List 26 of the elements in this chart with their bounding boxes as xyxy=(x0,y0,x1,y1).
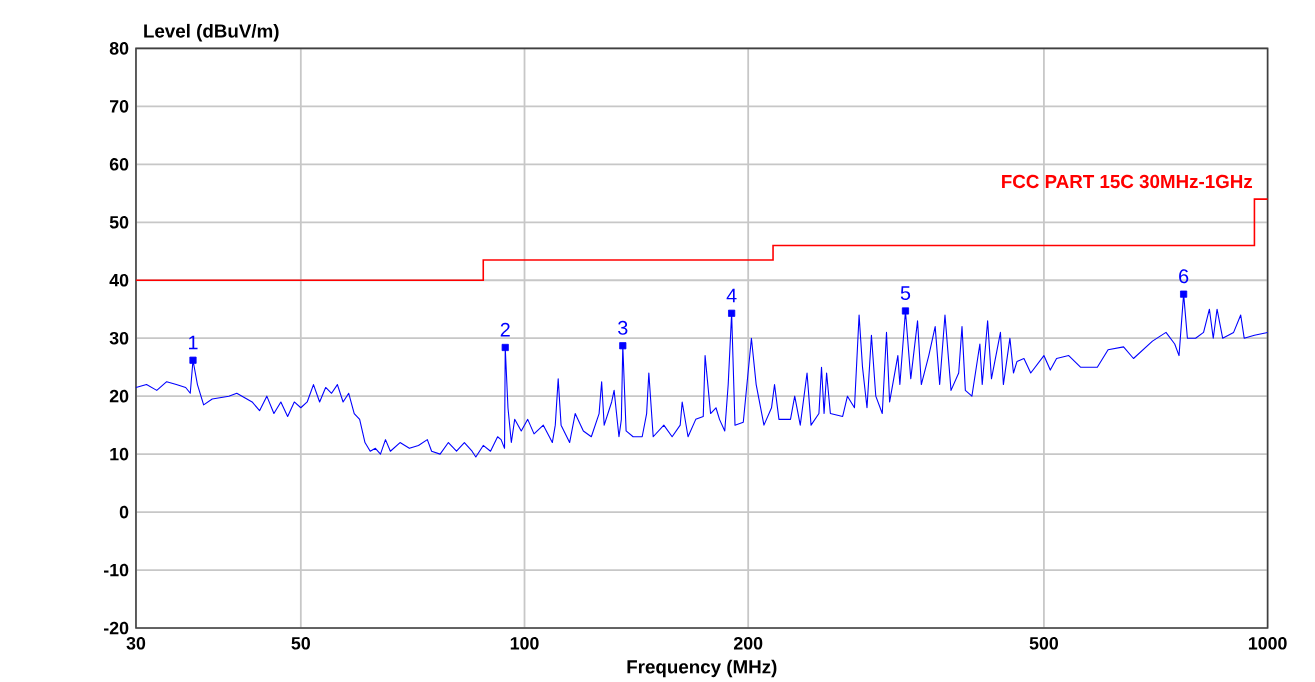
y-tick-label: 10 xyxy=(110,447,129,461)
y-tick-label: 60 xyxy=(109,157,129,171)
y-tick-label: 50 xyxy=(109,215,129,229)
x-tick-label: 100 xyxy=(510,636,539,650)
y-tick-label: -10 xyxy=(103,563,129,577)
annotation: 3 xyxy=(618,320,628,335)
y-tick-label: -20 xyxy=(103,621,129,635)
y-tick-label: 30 xyxy=(109,331,129,345)
annotation: 2 xyxy=(500,322,510,337)
y-tick-label: 40 xyxy=(109,273,129,287)
y-tick-label: 20 xyxy=(109,389,129,403)
annotation: 5 xyxy=(900,286,911,300)
x-tick-label: 50 xyxy=(291,636,310,650)
y-tick-label: 80 xyxy=(109,41,129,55)
y-axis-title: Level (dBuV/m) xyxy=(144,23,279,42)
annotation: 1 xyxy=(189,335,198,350)
x-tick-label: 1000 xyxy=(1248,636,1287,650)
annotation: 4 xyxy=(726,288,737,303)
series-label: FCC PART 15C 30MHz-1GHz xyxy=(1002,174,1253,188)
y-tick-label: 0 xyxy=(119,505,129,519)
annotation: 6 xyxy=(1179,269,1189,284)
x-tick-label: 500 xyxy=(1029,636,1059,650)
x-tick-label: 200 xyxy=(733,636,763,650)
x-axis-title: Frequency (MHz) xyxy=(627,659,777,678)
x-tick-label: 30 xyxy=(126,636,146,650)
y-tick-label: 70 xyxy=(109,99,129,113)
